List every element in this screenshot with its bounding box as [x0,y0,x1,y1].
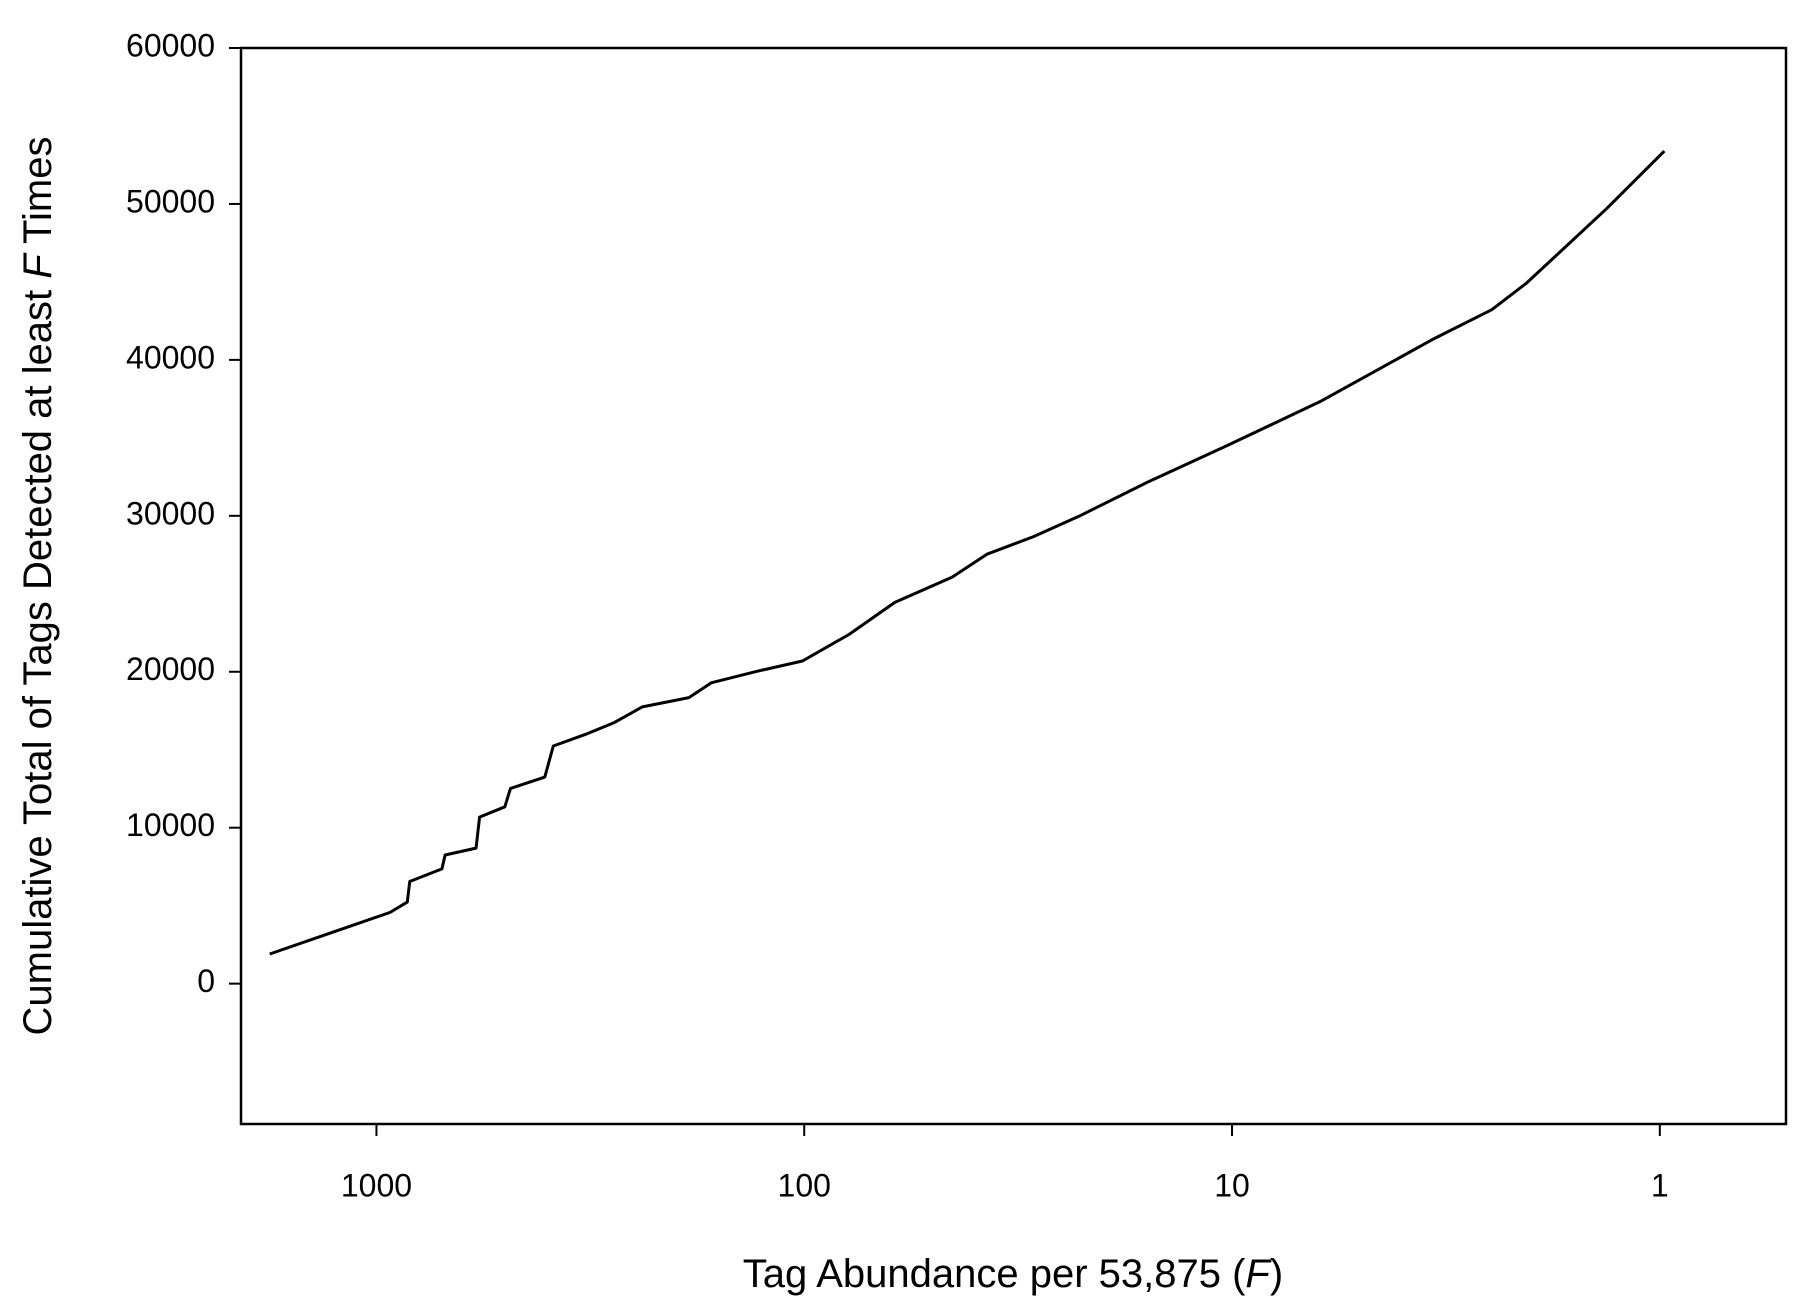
y-tick-label: 40000 [126,339,215,375]
data-line [269,150,1666,956]
y-label-end: Times [16,137,60,255]
y-tick-label: 10000 [126,807,215,843]
x-label-text: Tag Abundance per 53,875 ( [743,1252,1246,1296]
y-label-text: Cumulative Total of Tags Detected at lea… [16,279,60,1036]
y-tick-label: 0 [197,963,215,999]
x-label-end: ) [1270,1252,1283,1296]
x-tick-label: 10 [1214,1167,1250,1203]
y-tick-label: 30000 [126,495,215,531]
y-tick-label: 60000 [126,27,215,63]
x-axis-label: Tag Abundance per 53,875 (F) [743,1252,1283,1296]
y-label-italic: F [16,252,60,279]
x-tick-label: 1000 [341,1167,412,1203]
plot-frame [239,46,1788,1126]
x-tick-label: 1 [1651,1167,1669,1203]
x-label-italic: F [1245,1252,1272,1296]
y-tick-label: 20000 [126,651,215,687]
x-tick-label: 100 [778,1167,831,1203]
y-tick-label: 50000 [126,183,215,219]
y-axis-label: Cumulative Total of Tags Detected at lea… [16,137,60,1036]
